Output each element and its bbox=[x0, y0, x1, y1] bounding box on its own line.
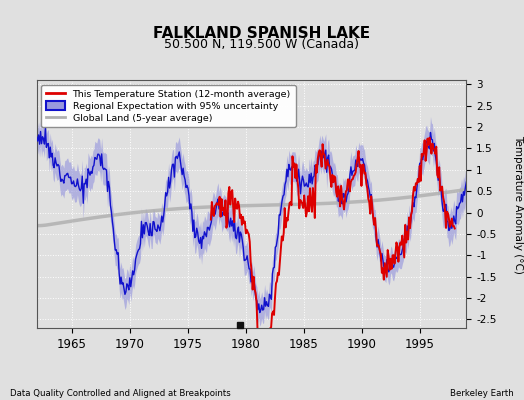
Text: FALKLAND SPANISH LAKE: FALKLAND SPANISH LAKE bbox=[154, 26, 370, 41]
Text: Berkeley Earth: Berkeley Earth bbox=[450, 389, 514, 398]
Text: Data Quality Controlled and Aligned at Breakpoints: Data Quality Controlled and Aligned at B… bbox=[10, 389, 231, 398]
Y-axis label: Temperature Anomaly (°C): Temperature Anomaly (°C) bbox=[513, 134, 523, 274]
Text: 50.500 N, 119.500 W (Canada): 50.500 N, 119.500 W (Canada) bbox=[165, 38, 359, 51]
